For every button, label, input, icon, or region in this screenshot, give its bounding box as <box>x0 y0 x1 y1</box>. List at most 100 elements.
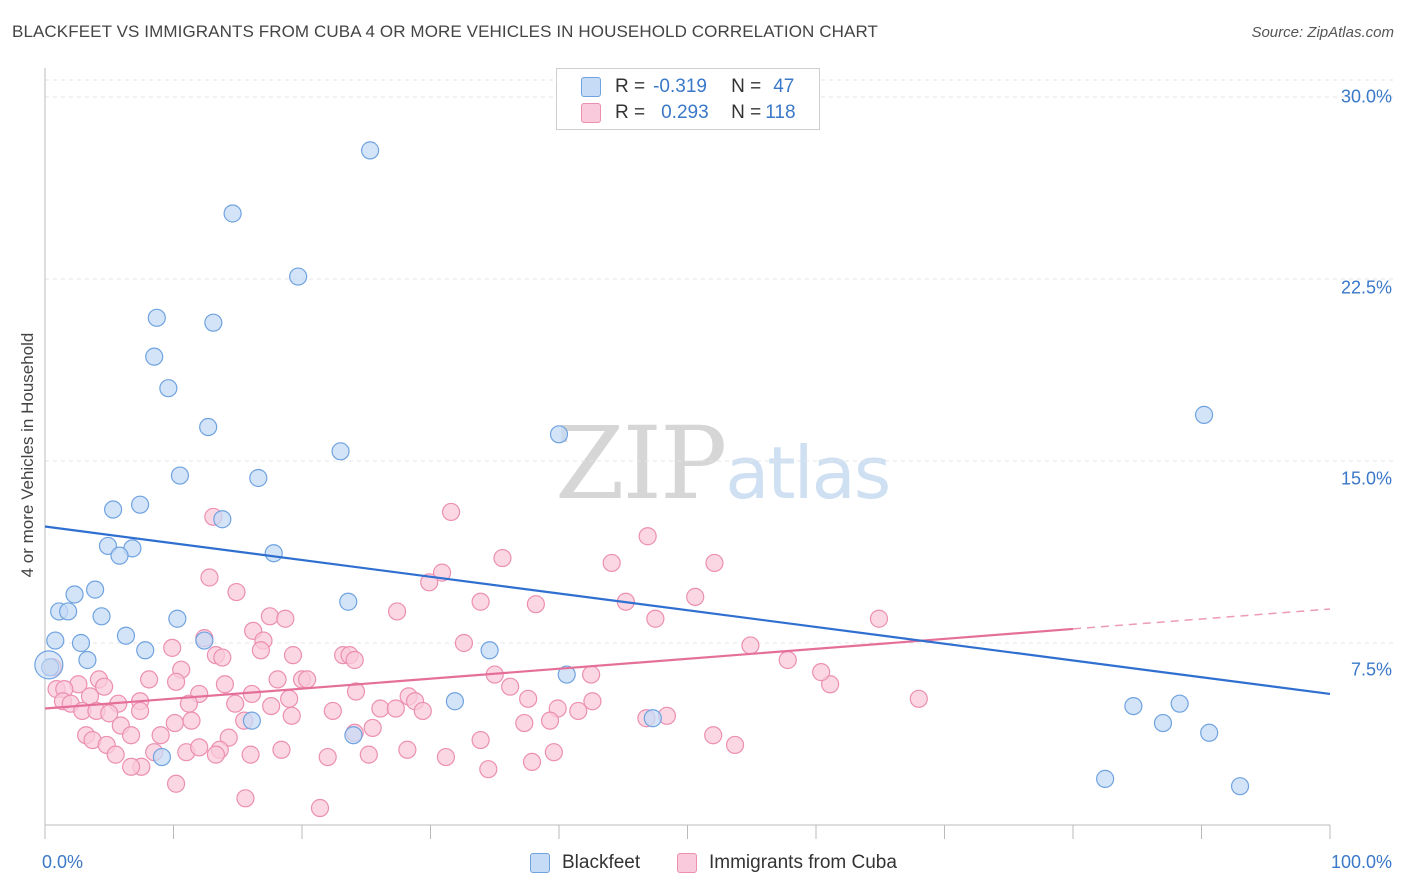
data-point <box>241 745 260 764</box>
data-point <box>170 466 190 485</box>
bottom-legend-blackfeet: Blackfeet <box>530 852 640 874</box>
data-point <box>78 650 97 670</box>
data-point <box>139 670 159 689</box>
data-point <box>98 536 118 556</box>
data-point <box>471 730 490 750</box>
axes <box>44 68 1331 839</box>
data-point <box>1200 723 1219 742</box>
data-point <box>361 141 380 160</box>
data-point <box>686 587 705 606</box>
data-point <box>260 607 279 626</box>
series-blackfeet <box>34 141 1250 796</box>
trend-line-cuba-extension <box>1072 608 1331 630</box>
data-point <box>166 672 186 691</box>
data-point <box>151 726 170 745</box>
data-point <box>413 701 432 721</box>
data-point <box>519 689 538 708</box>
data-point <box>236 789 255 808</box>
data-point <box>121 757 141 776</box>
y-axis-label: 4 or more Vehicles in Household <box>18 332 37 578</box>
trend-lines <box>44 525 1331 710</box>
data-point <box>145 347 164 366</box>
correlation-legend: R = -0.319 N = 47 R = 0.293 N = 118 <box>556 68 820 130</box>
data-point <box>359 745 378 764</box>
data-point-large <box>34 650 64 680</box>
data-point <box>106 745 125 764</box>
data-point <box>725 735 745 755</box>
legend-r-value-blackfeet: -0.319 <box>653 76 707 97</box>
data-point <box>1153 713 1173 733</box>
data-point <box>638 527 657 546</box>
data-point <box>86 580 105 599</box>
data-point <box>741 636 760 655</box>
data-point <box>544 743 563 762</box>
data-point <box>441 502 461 522</box>
data-point <box>479 760 498 779</box>
data-point <box>206 745 226 764</box>
data-point <box>387 602 407 621</box>
source-label: Source: ZipAtlas.com <box>1251 24 1394 41</box>
data-point <box>59 602 78 621</box>
data-point <box>182 711 201 730</box>
data-point <box>778 650 797 670</box>
data-point <box>549 425 569 444</box>
data-point <box>130 701 150 721</box>
data-point <box>190 738 209 757</box>
data-point <box>344 726 363 745</box>
data-point <box>557 665 576 684</box>
y-tick-7-5: 7.5% <box>1350 659 1392 680</box>
data-point <box>163 638 182 657</box>
data-point <box>582 665 601 684</box>
data-point <box>445 692 465 711</box>
legend-row-cuba: R = 0.293 N = 118 <box>581 100 796 126</box>
data-point <box>646 609 665 628</box>
data-point <box>268 670 287 689</box>
data-point <box>569 701 588 721</box>
legend-swatch-blackfeet <box>581 77 601 97</box>
bottom-legend-label-cuba: Immigrants from Cuba <box>709 852 897 873</box>
data-point <box>195 631 214 650</box>
legend-r-label: R = <box>615 102 646 123</box>
data-point <box>251 641 270 660</box>
data-point <box>602 553 621 573</box>
legend-n-value-cuba: 118 <box>765 102 796 123</box>
data-point <box>704 726 723 745</box>
data-point <box>339 592 358 611</box>
y-tick-30: 30.0% <box>1340 86 1392 107</box>
x-tick-max: 100.0% <box>1330 852 1392 872</box>
data-point <box>213 510 232 529</box>
data-point <box>166 774 186 793</box>
data-point <box>65 585 84 604</box>
data-point <box>200 568 219 587</box>
data-point <box>480 641 499 660</box>
legend-r-value-cuba: 0.293 <box>661 102 709 123</box>
data-point <box>100 704 119 723</box>
legend-n-label: N = <box>731 76 762 97</box>
data-point <box>346 682 366 701</box>
legend-swatch-cuba <box>581 103 601 123</box>
legend-n-label: N = <box>731 102 762 123</box>
data-point <box>522 752 542 772</box>
data-point <box>272 740 291 759</box>
data-point <box>92 607 111 626</box>
data-point <box>159 379 178 398</box>
legend-row-blackfeet: R = -0.319 N = 47 <box>581 74 794 100</box>
data-point <box>540 711 560 730</box>
data-point <box>526 595 545 614</box>
data-point <box>136 641 155 660</box>
data-point <box>219 728 238 747</box>
data-point <box>310 798 330 818</box>
data-point <box>386 699 405 718</box>
y-tick-22-5: 22.5% <box>1340 277 1392 298</box>
data-point <box>46 631 65 650</box>
bottom-swatch-blackfeet <box>530 853 550 873</box>
data-point <box>298 670 317 689</box>
data-point <box>1170 694 1189 713</box>
trend-line-blackfeet <box>44 525 1331 696</box>
data-point <box>276 609 295 628</box>
data-point <box>262 696 281 716</box>
data-point <box>323 701 342 721</box>
data-point <box>583 692 602 711</box>
data-point <box>363 718 382 738</box>
